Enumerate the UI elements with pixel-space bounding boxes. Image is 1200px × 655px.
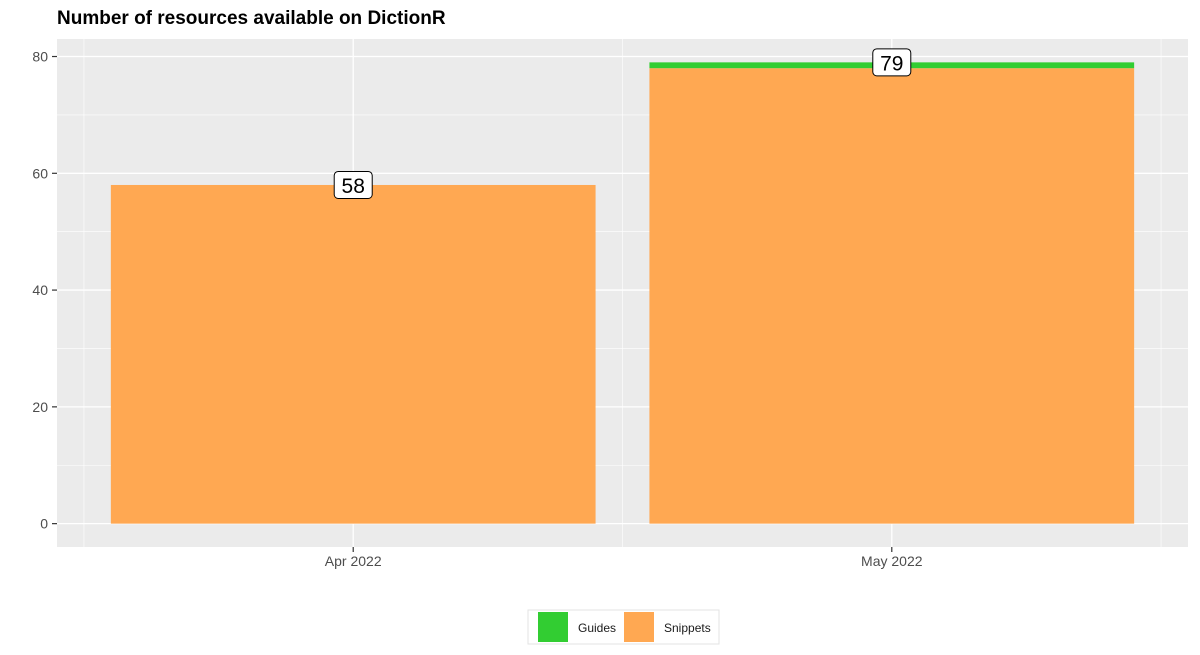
plot-panel: 58 79 (57, 39, 1188, 547)
total-label-text: 79 (880, 52, 903, 75)
legend-label-guides: Guides (578, 621, 616, 635)
chart-title: Number of resources available on Diction… (57, 8, 446, 29)
total-label: 58 (333, 170, 373, 199)
x-axis: Apr 2022 May 2022 (325, 547, 923, 569)
y-tick-label: 60 (32, 165, 48, 181)
y-tick-label: 20 (32, 399, 48, 415)
bar-snippets (649, 68, 1135, 524)
bar-snippets (110, 184, 596, 524)
total-label-box (333, 170, 373, 199)
total-label-box (872, 48, 912, 77)
legend: Guides Snippets (527, 609, 720, 645)
legend-key-snippets (624, 612, 654, 642)
y-tick-label: 0 (40, 516, 48, 532)
legend-key-guides (538, 612, 568, 642)
x-tick-label: Apr 2022 (325, 553, 382, 569)
legend-label-snippets: Snippets (664, 621, 711, 635)
total-label-text: 58 (342, 175, 365, 198)
total-label: 79 (872, 48, 912, 77)
y-tick-label: 40 (32, 282, 48, 298)
x-tick-label: May 2022 (861, 553, 923, 569)
y-tick-label: 80 (32, 49, 48, 65)
y-axis: 0 20 40 60 80 (32, 49, 57, 532)
